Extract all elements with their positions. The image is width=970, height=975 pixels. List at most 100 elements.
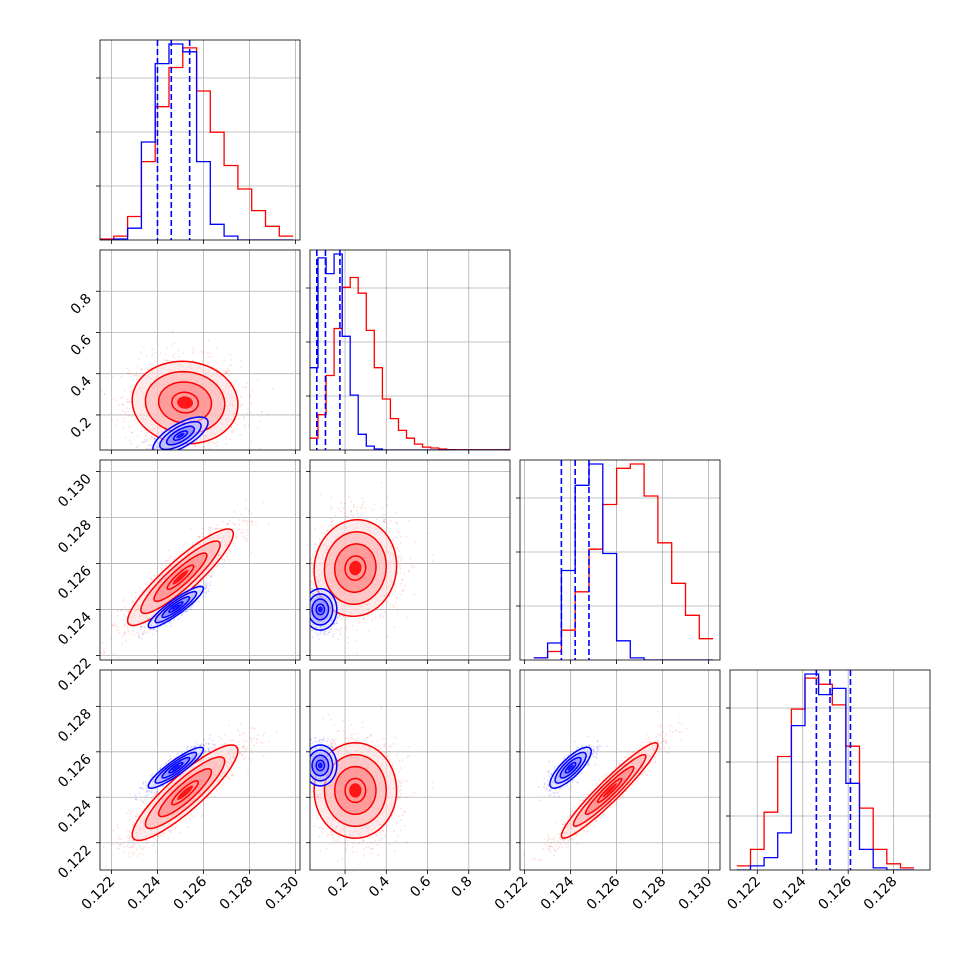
scatter-point — [133, 634, 135, 636]
scatter-point — [151, 364, 153, 366]
scatter-point — [111, 418, 113, 420]
scatter-point — [163, 359, 165, 361]
scatter-point — [150, 629, 152, 631]
scatter-point — [140, 351, 142, 353]
scatter-point — [241, 366, 243, 368]
scatter-point — [171, 454, 173, 456]
scatter-point — [408, 520, 410, 522]
scatter-point — [164, 451, 166, 453]
scatter-point — [236, 536, 238, 538]
scatter-point — [135, 592, 137, 594]
scatter-point — [178, 618, 180, 620]
scatter-point — [127, 626, 129, 628]
scatter-point — [160, 352, 162, 354]
scatter-point — [119, 632, 121, 634]
y-tick-label: 0.8 — [68, 291, 95, 318]
scatter-body — [80, 330, 274, 489]
scatter-point — [165, 354, 167, 356]
scatter-point — [241, 396, 243, 398]
scatter-point — [154, 575, 156, 577]
scatter-point — [188, 446, 190, 448]
scatter-point — [202, 594, 204, 596]
scatter-point — [245, 508, 247, 510]
scatter-point — [144, 626, 146, 628]
scatter-point — [167, 559, 169, 561]
scatter-point — [138, 358, 140, 360]
scatter-point — [204, 588, 206, 590]
scatter-point — [204, 583, 206, 585]
scatter-point — [260, 448, 262, 450]
scatter-point — [306, 555, 308, 557]
scatter-point — [391, 593, 393, 595]
scatter-point — [208, 340, 210, 342]
scatter-point — [399, 556, 401, 558]
scatter-point — [229, 365, 231, 367]
y-tick-label: 0.124 — [55, 609, 95, 649]
scatter-point — [124, 634, 126, 636]
scatter-point — [210, 581, 212, 583]
scatter-point — [136, 446, 138, 448]
scatter-point — [233, 429, 235, 431]
scatter-point — [216, 347, 218, 349]
scatter-point — [120, 397, 122, 399]
scatter-point — [230, 364, 232, 366]
scatter-point — [400, 542, 402, 544]
scatter-point — [289, 549, 291, 551]
scatter-point — [146, 448, 148, 450]
x-tick-label: 0.128 — [861, 874, 901, 914]
scatter-point — [383, 514, 385, 516]
scatter-point — [125, 610, 127, 612]
scatter-point — [206, 586, 208, 588]
scatter-point — [205, 591, 207, 593]
scatter-point — [135, 597, 137, 599]
scatter-point — [152, 455, 154, 457]
scatter-point — [345, 515, 347, 517]
scatter-point — [237, 391, 239, 393]
scatter-point — [250, 396, 252, 398]
scatter-point — [246, 531, 248, 533]
scatter-point — [216, 441, 218, 443]
scatter-point — [230, 373, 232, 375]
histogram-blue — [737, 674, 914, 870]
scatter-point — [129, 426, 131, 428]
scatter-point — [243, 418, 245, 420]
scatter-point — [237, 529, 239, 531]
scatter-point — [111, 625, 113, 627]
scatter-point — [153, 628, 155, 630]
scatter-point — [268, 523, 270, 525]
scatter-point — [248, 425, 250, 427]
scatter-point — [169, 454, 171, 456]
scatter-point — [132, 602, 134, 604]
scatter-point — [174, 357, 176, 359]
scatter-point — [145, 435, 147, 437]
scatter-point — [127, 411, 129, 413]
scatter-point — [128, 415, 130, 417]
scatter-point — [201, 360, 203, 362]
scatter-point — [198, 601, 200, 603]
scatter-point — [115, 425, 117, 427]
scatter-point — [207, 353, 209, 355]
scatter-point — [161, 568, 163, 570]
scatter-point — [223, 559, 225, 561]
scatter-point — [247, 413, 249, 415]
scatter-point — [261, 411, 263, 413]
scatter-point — [225, 439, 227, 441]
scatter-point — [114, 623, 116, 625]
scatter-point — [251, 551, 253, 553]
scatter-point — [238, 524, 240, 526]
scatter-point — [144, 439, 146, 441]
scatter-point — [126, 368, 128, 370]
scatter-point — [132, 415, 134, 417]
scatter-point — [240, 514, 242, 516]
scatter-point — [382, 606, 384, 608]
scatter-point — [124, 606, 126, 608]
scatter-point — [125, 601, 127, 603]
y-tick-label: 0.2 — [68, 414, 95, 441]
scatter-point — [102, 642, 104, 644]
scatter-point — [260, 420, 262, 422]
scatter-point — [127, 401, 129, 403]
scatter-point — [141, 461, 143, 463]
scatter-point — [203, 596, 205, 598]
scatter-point — [117, 610, 119, 612]
scatter-point — [202, 536, 204, 538]
